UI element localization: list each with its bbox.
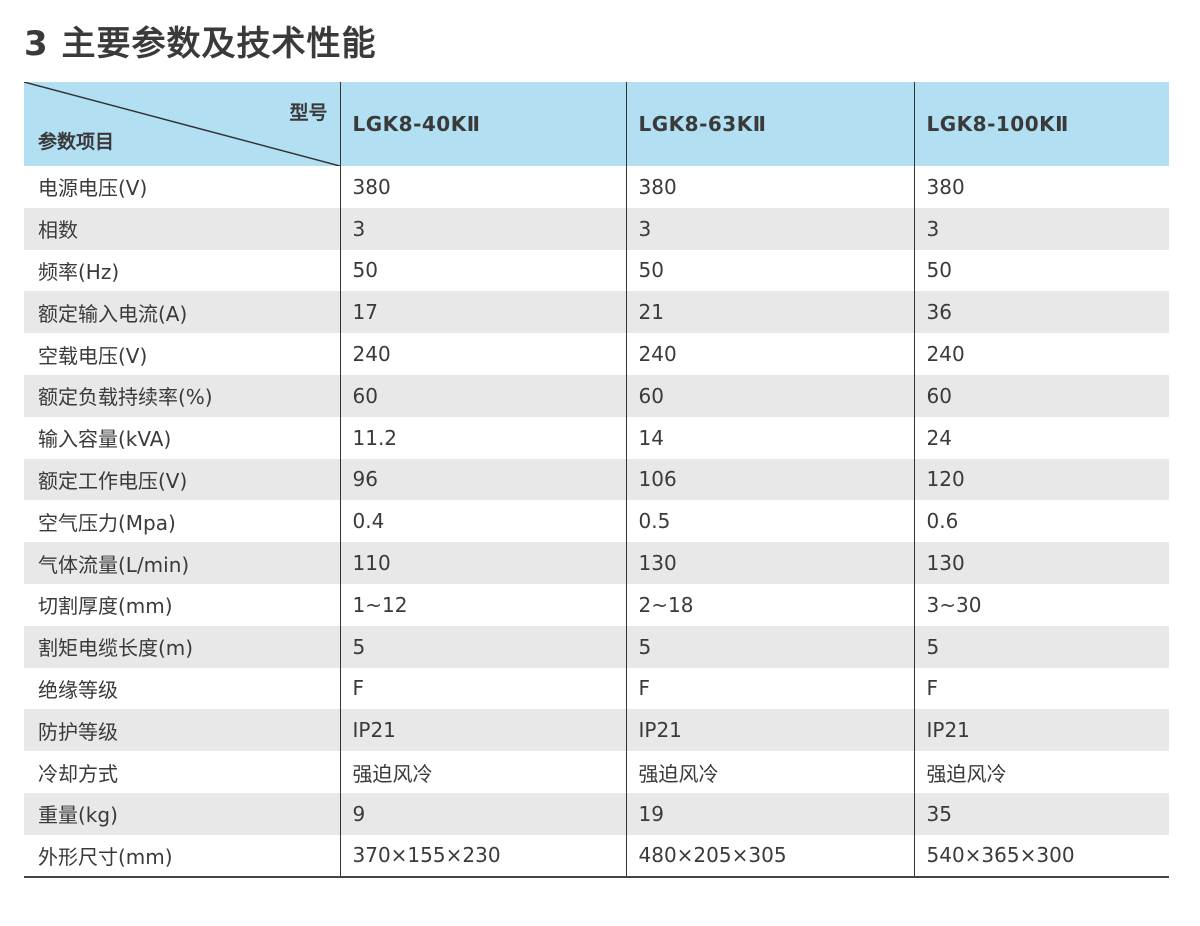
model-header-1: LGK8-40KⅡ — [339, 82, 626, 166]
table-row: 额定负载持续率(%) 60 60 60 — [24, 374, 1169, 417]
model-header-3: LGK8-100KⅡ — [913, 82, 1169, 166]
cell-value: 3 — [339, 207, 626, 250]
row-label: 额定负载持续率(%) — [38, 385, 213, 410]
cell-value: 19 — [625, 792, 914, 835]
cell-value: 540×365×300 — [913, 834, 1169, 877]
cell-value: F — [625, 667, 914, 710]
corner-param-label: 参数项目 — [38, 131, 115, 153]
diagonal-corner-cell: 型号 参数项目 — [24, 82, 340, 166]
row-label: 额定输入电流(A) — [38, 301, 188, 326]
section-title: 3 主要参数及技术性能 — [24, 24, 377, 64]
row-label: 电源电压(V) — [38, 176, 148, 201]
table-row: 电源电压(V) 380 380 380 — [24, 166, 1169, 208]
cell-value: 3 — [625, 207, 914, 250]
cell-value: 50 — [625, 249, 914, 292]
cell-value: 370×155×230 — [339, 834, 626, 877]
cell-value: 380 — [339, 166, 626, 208]
cell-value: 2~18 — [625, 583, 914, 626]
table-row: 冷却方式 强迫风冷 强迫风冷 强迫风冷 — [24, 751, 1169, 793]
cell-value: 3 — [913, 207, 1169, 250]
cell-value: 50 — [913, 249, 1169, 292]
cell-value: 240 — [339, 333, 626, 375]
diagonal-divider-line — [24, 82, 340, 166]
row-label: 空载电压(V) — [38, 343, 148, 368]
cell-value: 96 — [339, 458, 626, 501]
cell-value: 106 — [625, 458, 914, 501]
table-row: 频率(Hz) 50 50 50 — [24, 249, 1169, 292]
cell-value: 0.6 — [913, 500, 1169, 543]
cell-value: 0.4 — [339, 500, 626, 543]
cell-value: 24 — [913, 416, 1169, 459]
row-label: 气体流量(L/min) — [38, 552, 190, 577]
table-row: 割矩电缆长度(m) 5 5 5 — [24, 625, 1169, 668]
table-row: 重量(kg) 9 19 35 — [24, 792, 1169, 835]
row-label: 相数 — [38, 218, 78, 243]
cell-value: 480×205×305 — [625, 834, 914, 877]
table-row: 空气压力(Mpa) 0.4 0.5 0.6 — [24, 500, 1169, 543]
row-label: 输入容量(kVA) — [38, 427, 172, 452]
cell-value: 3~30 — [913, 583, 1169, 626]
cell-value: 14 — [625, 416, 914, 459]
cell-value: 0.5 — [625, 500, 914, 543]
cell-value: F — [913, 667, 1169, 710]
table-row: 空载电压(V) 240 240 240 — [24, 333, 1169, 375]
table-row: 额定输入电流(A) 17 21 36 — [24, 291, 1169, 334]
row-label: 冷却方式 — [38, 761, 118, 786]
cell-value: 130 — [913, 542, 1169, 584]
table-row: 相数 3 3 3 — [24, 207, 1169, 250]
cell-value: 5 — [913, 625, 1169, 668]
cell-value: 强迫风冷 — [339, 751, 626, 793]
table-row: 绝缘等级 F F F — [24, 667, 1169, 710]
cell-value: 35 — [913, 792, 1169, 835]
cell-value: IP21 — [913, 709, 1169, 752]
cell-value: 60 — [913, 374, 1169, 417]
row-label: 额定工作电压(V) — [38, 468, 188, 493]
cell-value: 240 — [913, 333, 1169, 375]
model-header-2: LGK8-63KⅡ — [625, 82, 914, 166]
cell-value: 50 — [339, 249, 626, 292]
spec-table: 型号 参数项目 LGK8-40KⅡ LGK8-63KⅡ LGK8-100KⅡ 电… — [24, 82, 1169, 878]
cell-value: F — [339, 667, 626, 710]
cell-value: 强迫风冷 — [913, 751, 1169, 793]
cell-value: 5 — [625, 625, 914, 668]
cell-value: 110 — [339, 542, 626, 584]
cell-value: 11.2 — [339, 416, 626, 459]
row-label: 绝缘等级 — [38, 677, 118, 702]
row-label: 防护等级 — [38, 719, 118, 744]
cell-value: 36 — [913, 291, 1169, 334]
corner-model-label: 型号 — [289, 102, 328, 124]
row-label: 频率(Hz) — [38, 259, 120, 284]
cell-value: 5 — [339, 625, 626, 668]
cell-value: 240 — [625, 333, 914, 375]
cell-value: 130 — [625, 542, 914, 584]
cell-value: 60 — [339, 374, 626, 417]
cell-value: IP21 — [625, 709, 914, 752]
table-row: 切割厚度(mm) 1~12 2~18 3~30 — [24, 583, 1169, 626]
cell-value: 17 — [339, 291, 626, 334]
cell-value: 21 — [625, 291, 914, 334]
cell-value: 380 — [625, 166, 914, 208]
row-label: 切割厚度(mm) — [38, 594, 173, 619]
cell-value: 60 — [625, 374, 914, 417]
table-row: 外形尺寸(mm) 370×155×230 480×205×305 540×365… — [24, 834, 1169, 877]
row-label: 重量(kg) — [38, 803, 118, 828]
cell-value: 380 — [913, 166, 1169, 208]
table-row: 防护等级 IP21 IP21 IP21 — [24, 709, 1169, 752]
cell-value: 120 — [913, 458, 1169, 501]
cell-value: 9 — [339, 792, 626, 835]
table-header-row: 型号 参数项目 LGK8-40KⅡ LGK8-63KⅡ LGK8-100KⅡ — [24, 82, 1169, 166]
table-row: 输入容量(kVA) 11.2 14 24 — [24, 416, 1169, 459]
table-row: 气体流量(L/min) 110 130 130 — [24, 542, 1169, 584]
row-label: 空气压力(Mpa) — [38, 510, 176, 535]
cell-value: IP21 — [339, 709, 626, 752]
row-label: 割矩电缆长度(m) — [38, 636, 194, 661]
cell-value: 1~12 — [339, 583, 626, 626]
row-label: 外形尺寸(mm) — [38, 844, 173, 869]
table-row: 额定工作电压(V) 96 106 120 — [24, 458, 1169, 501]
cell-value: 强迫风冷 — [625, 751, 914, 793]
